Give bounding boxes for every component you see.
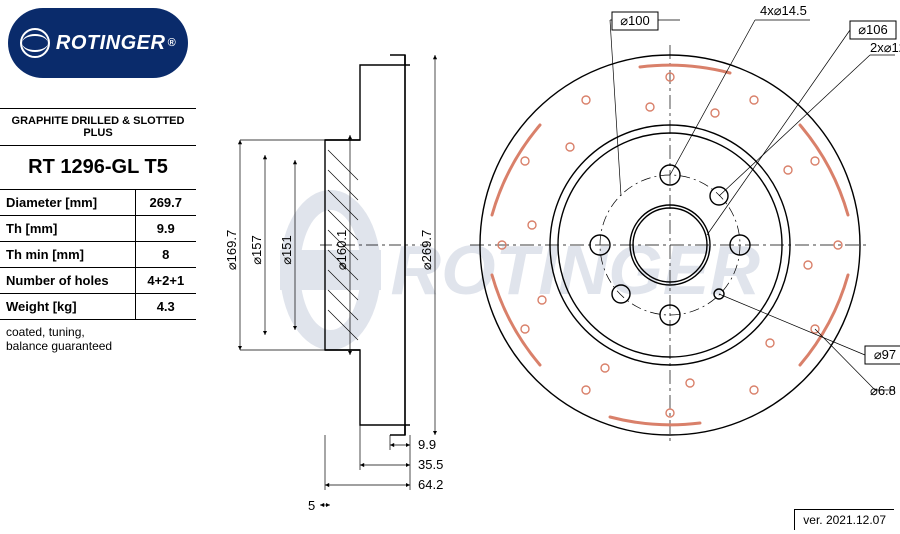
spec-notes: coated, tuning, balance guaranteed <box>0 320 196 358</box>
table-row: Th min [mm]8 <box>0 242 196 268</box>
part-number: RT 1296-GL T5 <box>0 146 196 190</box>
product-title: GRAPHITE DRILLED & SLOTTED PLUS <box>0 109 196 146</box>
dim-thk: 9.9 <box>418 437 436 452</box>
front-view: ⌀100 ⌀106 ⌀97 4x⌀14.5 2x⌀12.8 ⌀6.8 <box>470 3 900 445</box>
co-bore: ⌀106 <box>858 22 888 37</box>
co-pin: ⌀97 <box>874 347 896 362</box>
version-label: ver. 2021.12.07 <box>794 509 894 530</box>
globe-icon <box>20 28 50 58</box>
spec-panel: GRAPHITE DRILLED & SLOTTED PLUS RT 1296-… <box>0 108 196 358</box>
table-row: Weight [kg]4.3 <box>0 294 196 320</box>
dim-d1697: ⌀169.7 <box>224 230 239 270</box>
side-view: ⌀169.7 ⌀157 ⌀151 ⌀160.1 ⌀269.7 9.9 35.5 … <box>224 55 443 513</box>
table-row: Th [mm]9.9 <box>0 216 196 242</box>
co-pcd: ⌀100 <box>620 13 650 28</box>
table-row: Number of holes4+2+1 <box>0 268 196 294</box>
brand-text: ROTINGER <box>56 32 166 55</box>
dim-d151: ⌀151 <box>279 235 294 265</box>
co-bolt: 4x⌀14.5 <box>760 3 807 18</box>
co-drill: ⌀6.8 <box>870 383 896 398</box>
co-aux: 2x⌀12.8 <box>870 40 900 55</box>
dim-d157: ⌀157 <box>249 235 264 265</box>
dim-offset: 5 <box>308 498 315 513</box>
dim-d2697: ⌀269.7 <box>419 230 434 270</box>
brand-logo: ROTINGER® <box>8 8 188 78</box>
spec-table: Diameter [mm]269.7 Th [mm]9.9 Th min [mm… <box>0 190 196 320</box>
dim-step: 35.5 <box>418 457 443 472</box>
dim-d1601: ⌀160.1 <box>334 230 349 270</box>
technical-drawing: ⌀169.7 ⌀157 ⌀151 ⌀160.1 ⌀269.7 9.9 35.5 … <box>200 0 900 534</box>
dim-total: 64.2 <box>418 477 443 492</box>
table-row: Diameter [mm]269.7 <box>0 190 196 216</box>
